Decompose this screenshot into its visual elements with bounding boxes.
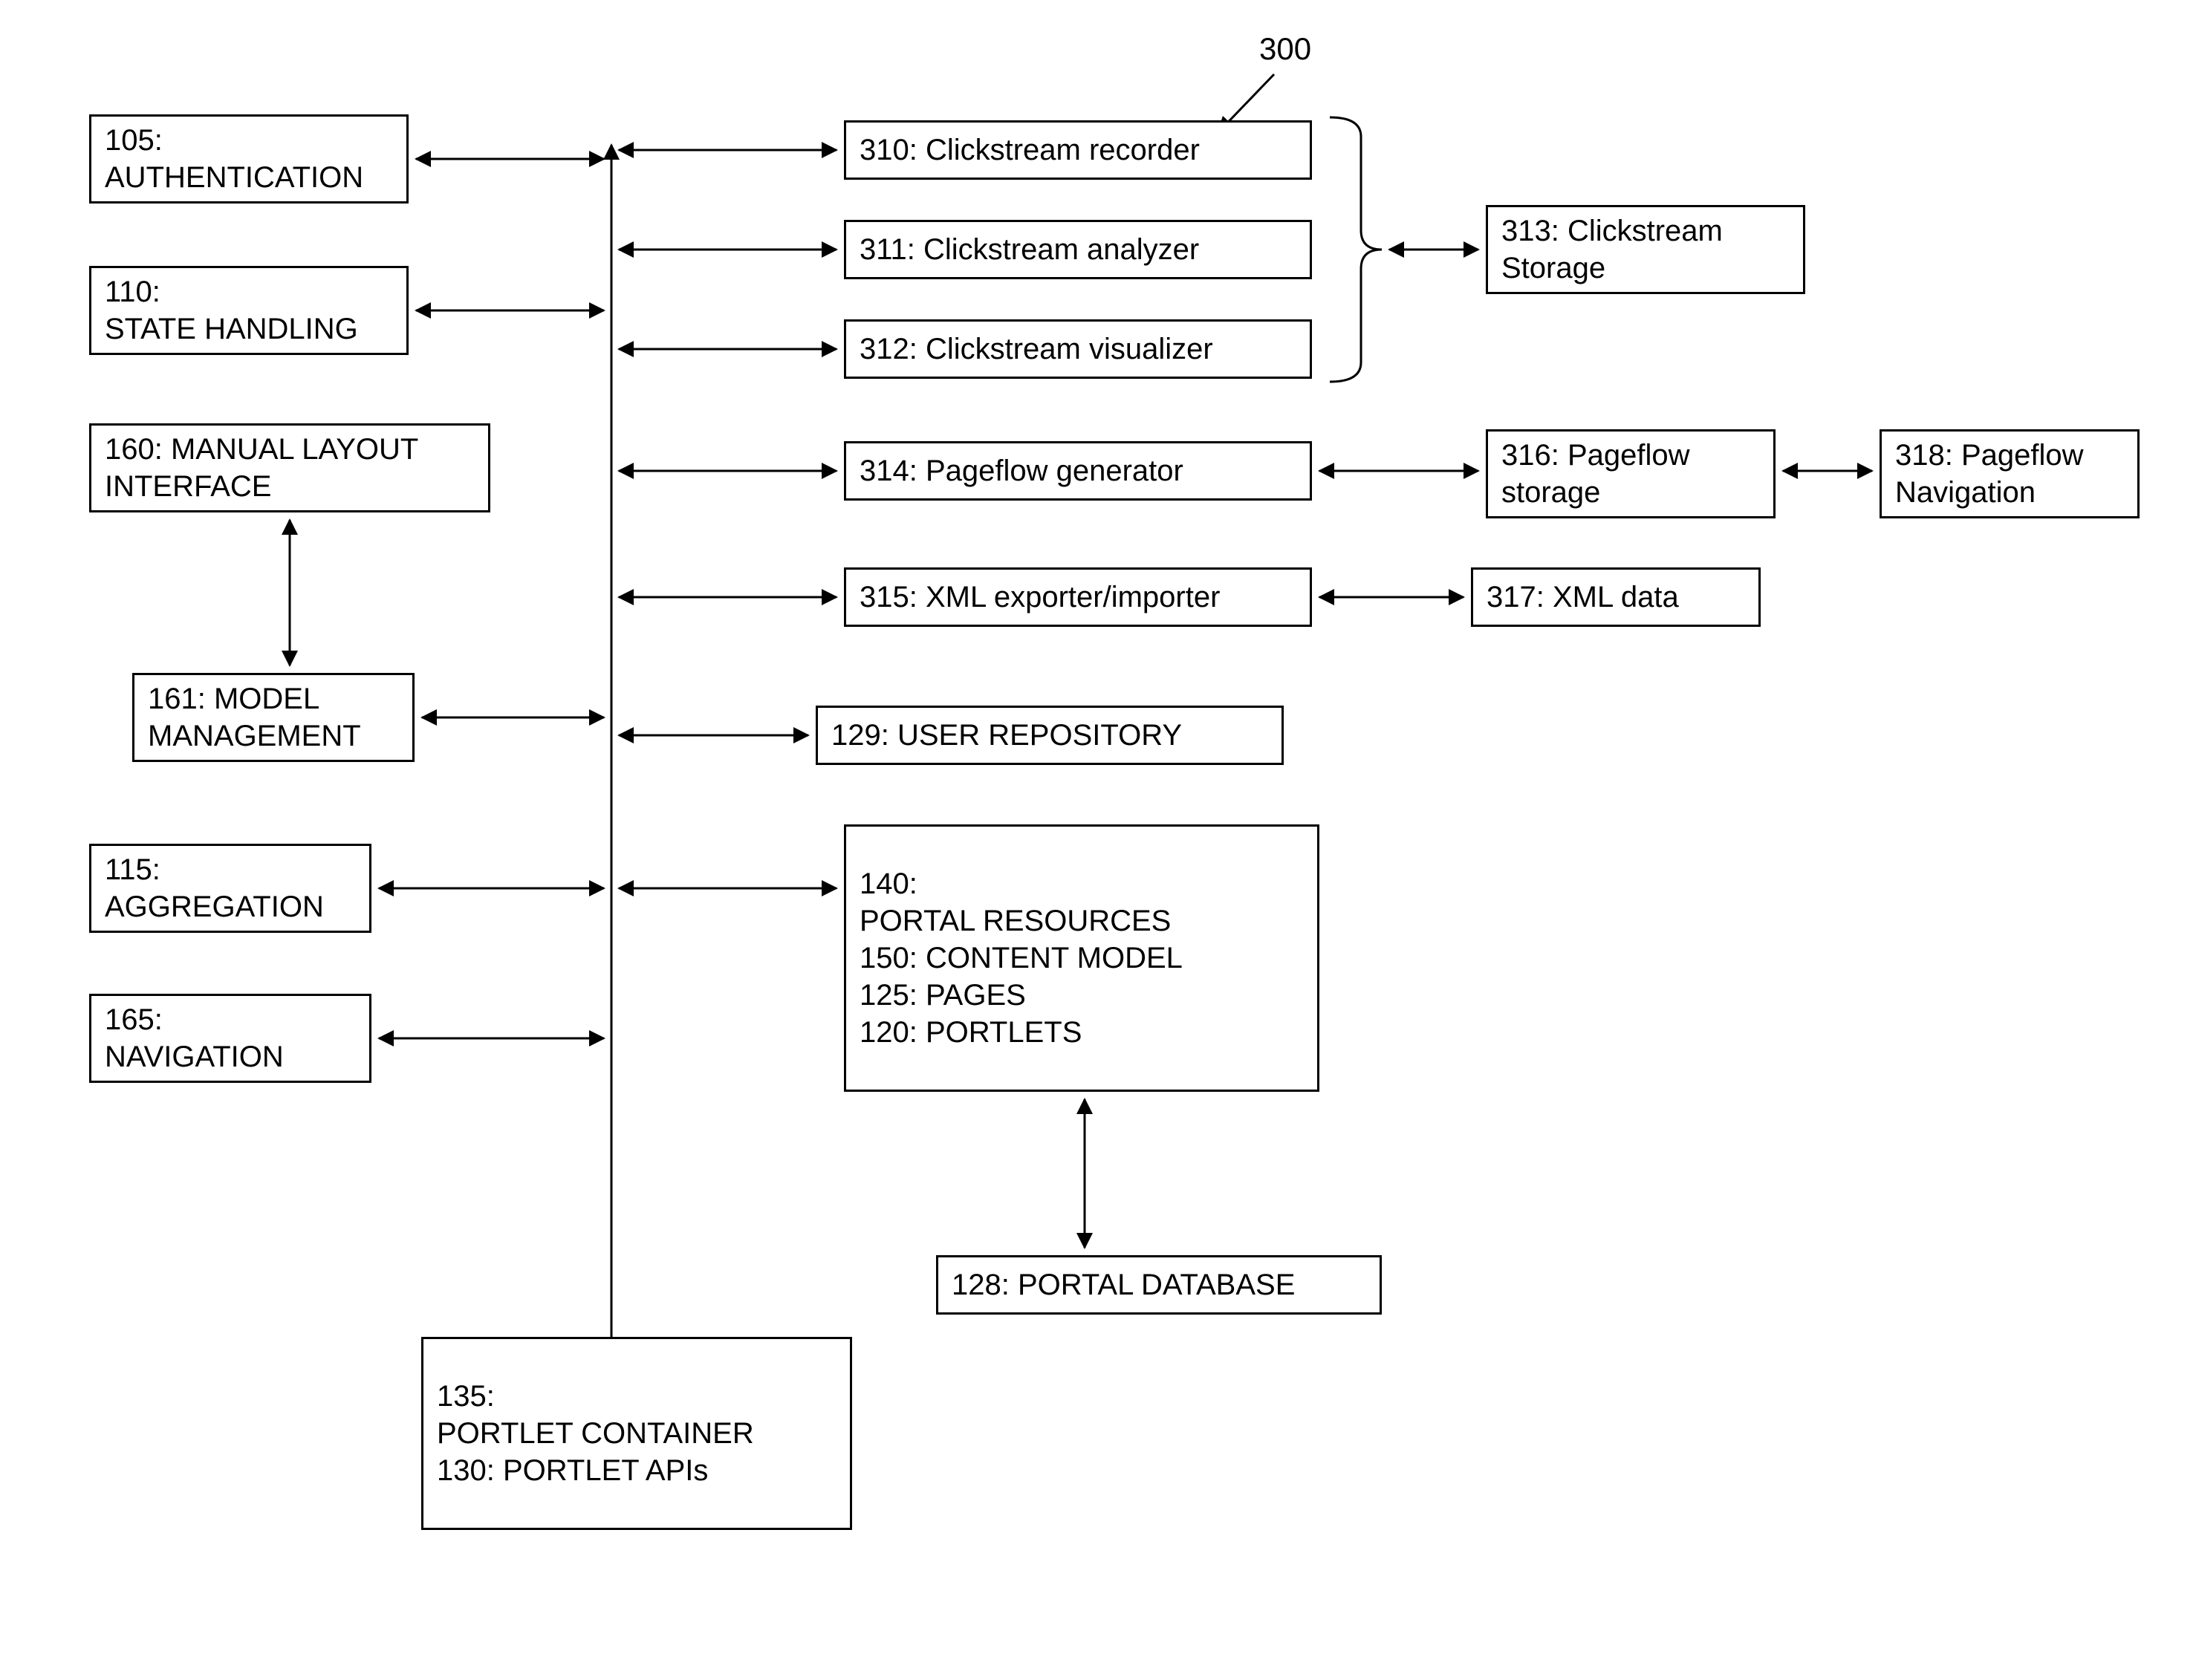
node-n316-line: 316: Pageflow bbox=[1501, 437, 1760, 474]
node-n160-line: INTERFACE bbox=[105, 468, 475, 505]
node-n311-line: 311: Clickstream analyzer bbox=[860, 231, 1296, 268]
node-n310: 310: Clickstream recorder bbox=[844, 120, 1312, 180]
node-n135-line: 135: bbox=[437, 1378, 837, 1415]
node-n115-line: AGGREGATION bbox=[105, 888, 356, 925]
node-n314-line: 314: Pageflow generator bbox=[860, 452, 1296, 489]
node-n160-line: 160: MANUAL LAYOUT bbox=[105, 431, 475, 468]
node-n317: 317: XML data bbox=[1471, 567, 1761, 627]
node-n315-line: 315: XML exporter/importer bbox=[860, 579, 1296, 616]
node-n105-line: 105: bbox=[105, 122, 393, 159]
node-n165: 165:NAVIGATION bbox=[89, 994, 371, 1083]
node-n316: 316: Pageflowstorage bbox=[1486, 429, 1776, 518]
node-n318-line: 318: Pageflow bbox=[1895, 437, 2124, 474]
node-n316-line: storage bbox=[1501, 474, 1760, 511]
node-n135: 135:PORTLET CONTAINER130: PORTLET APIs bbox=[421, 1337, 852, 1530]
node-n313: 313: ClickstreamStorage bbox=[1486, 205, 1805, 294]
node-n313-line: 313: Clickstream bbox=[1501, 212, 1790, 250]
node-n135-line: 130: PORTLET APIs bbox=[437, 1452, 837, 1489]
node-n105-line: AUTHENTICATION bbox=[105, 159, 393, 196]
node-n312-line: 312: Clickstream visualizer bbox=[860, 331, 1296, 368]
node-n129: 129: USER REPOSITORY bbox=[816, 706, 1284, 765]
node-n317-line: 317: XML data bbox=[1487, 579, 1745, 616]
node-n165-line: NAVIGATION bbox=[105, 1038, 356, 1075]
node-n313-line: Storage bbox=[1501, 250, 1790, 287]
node-n315: 315: XML exporter/importer bbox=[844, 567, 1312, 627]
node-n318: 318: PageflowNavigation bbox=[1880, 429, 2140, 518]
node-n135-line: PORTLET CONTAINER bbox=[437, 1415, 837, 1452]
node-n314: 314: Pageflow generator bbox=[844, 441, 1312, 501]
node-n165-line: 165: bbox=[105, 1001, 356, 1038]
node-n161-line: 161: MODEL bbox=[148, 680, 399, 717]
node-n311: 311: Clickstream analyzer bbox=[844, 220, 1312, 279]
node-n115: 115:AGGREGATION bbox=[89, 844, 371, 933]
brace-clickstream-group bbox=[1330, 117, 1382, 382]
node-n161-line: MANAGEMENT bbox=[148, 717, 399, 755]
node-n105: 105:AUTHENTICATION bbox=[89, 114, 409, 204]
node-n140-line: 125: PAGES bbox=[860, 977, 1304, 1014]
node-n161: 161: MODELMANAGEMENT bbox=[132, 673, 415, 762]
node-n128-line: 128: PORTAL DATABASE bbox=[952, 1266, 1366, 1303]
node-n318-line: Navigation bbox=[1895, 474, 2124, 511]
node-n128: 128: PORTAL DATABASE bbox=[936, 1255, 1382, 1315]
node-n129-line: 129: USER REPOSITORY bbox=[831, 717, 1268, 754]
node-n310-line: 310: Clickstream recorder bbox=[860, 131, 1296, 169]
node-n160: 160: MANUAL LAYOUTINTERFACE bbox=[89, 423, 490, 512]
node-n115-line: 115: bbox=[105, 851, 356, 888]
node-n110-line: 110: bbox=[105, 273, 393, 310]
node-n140-line: 120: PORTLETS bbox=[860, 1014, 1304, 1051]
node-n140: 140:PORTAL RESOURCES150: CONTENT MODEL12… bbox=[844, 824, 1319, 1092]
node-n140-line: PORTAL RESOURCES bbox=[860, 902, 1304, 940]
figure-label-300: 300 bbox=[1259, 31, 1311, 67]
node-n140-line: 140: bbox=[860, 865, 1304, 902]
node-n110-line: STATE HANDLING bbox=[105, 310, 393, 348]
node-n312: 312: Clickstream visualizer bbox=[844, 319, 1312, 379]
node-n140-line: 150: CONTENT MODEL bbox=[860, 940, 1304, 977]
diagram-canvas: 300 105:AUTHENTICATION 110:STATE HANDLING… bbox=[0, 0, 2196, 1680]
node-n110: 110:STATE HANDLING bbox=[89, 266, 409, 355]
